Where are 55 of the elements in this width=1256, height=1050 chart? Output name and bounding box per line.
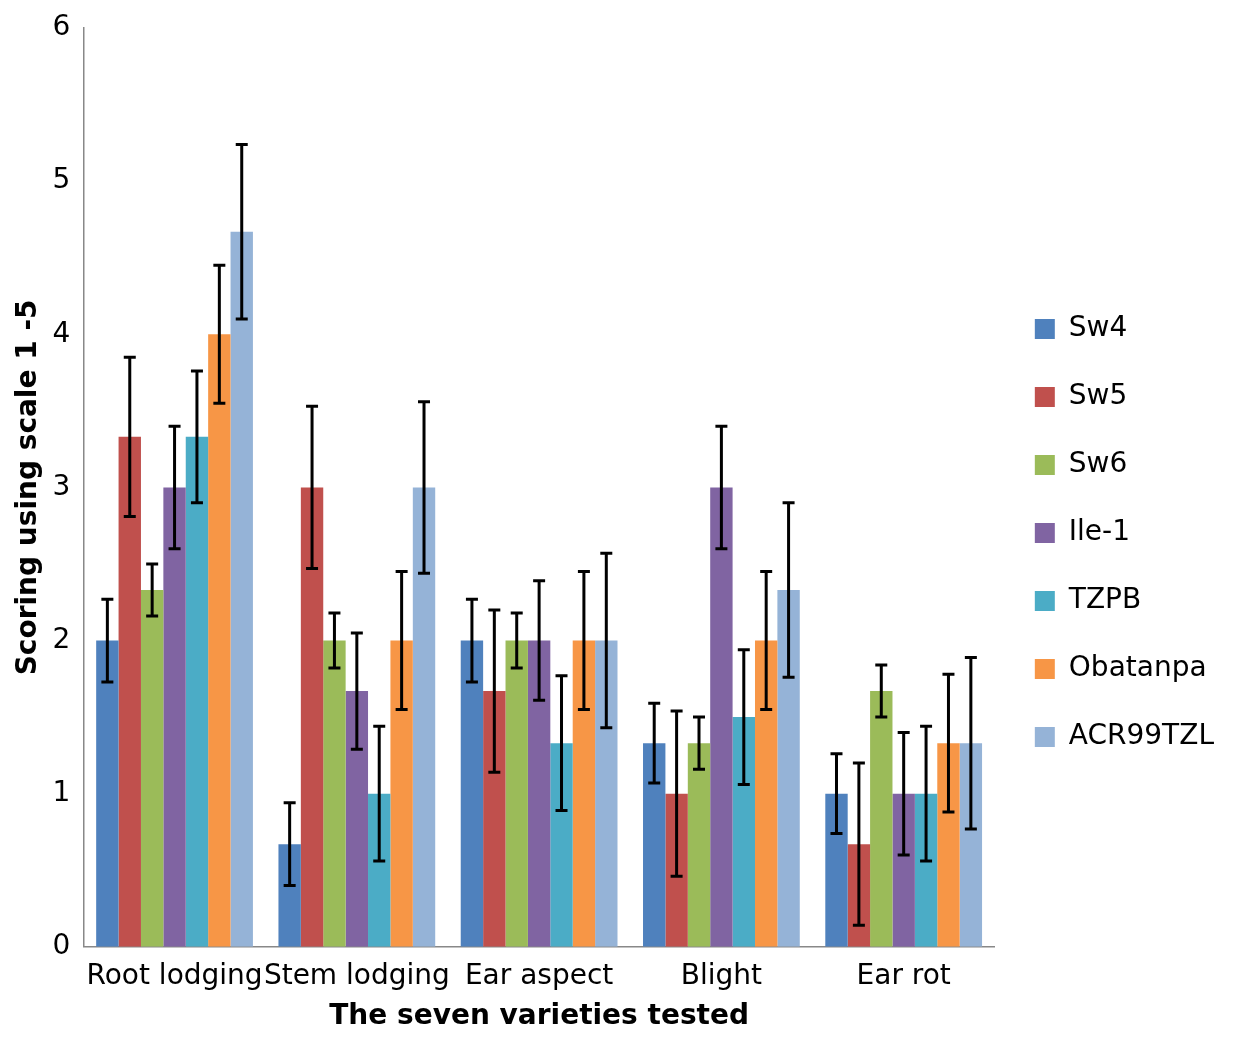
bar	[754, 640, 778, 947]
bar	[870, 691, 893, 947]
y-tick-label: 0	[52, 928, 71, 962]
bar	[460, 640, 484, 947]
bar	[777, 590, 800, 947]
bar	[163, 487, 186, 947]
bar	[505, 640, 528, 947]
bar	[665, 793, 688, 947]
bar	[550, 743, 573, 947]
bar	[483, 691, 506, 947]
legend-label: Sw4	[1068, 310, 1128, 344]
bar	[278, 844, 301, 947]
bar	[687, 743, 711, 947]
y-tick-label: 4	[52, 315, 71, 349]
bar	[208, 334, 231, 947]
legend-label: TZPB	[1067, 582, 1142, 616]
bar	[892, 793, 915, 947]
legend-label: Obatanpa	[1068, 650, 1207, 684]
bar	[323, 640, 346, 947]
bar	[140, 590, 164, 947]
bar	[368, 793, 391, 947]
x-tick-label: Root lodging	[86, 957, 263, 991]
y-tick-label: 5	[52, 162, 71, 196]
bar	[914, 793, 938, 947]
bar	[937, 743, 960, 947]
bar	[595, 640, 618, 947]
legend-label: Sw6	[1068, 446, 1128, 480]
legend-label: Sw5	[1068, 378, 1128, 412]
bar	[185, 436, 209, 947]
x-tick-label: Ear aspect	[464, 957, 614, 991]
bar	[710, 487, 733, 947]
bar	[412, 487, 436, 947]
bar	[96, 640, 119, 947]
y-tick-label: 6	[52, 9, 71, 43]
bar	[732, 717, 755, 947]
y-tick-label: 3	[52, 468, 71, 502]
x-tick-label: Blight	[680, 957, 763, 991]
x-axis-title: The seven varieties tested	[329, 998, 749, 1032]
legend-label: ACR99TZL	[1068, 718, 1215, 752]
bar	[527, 640, 551, 947]
x-tick-label: Stem lodging	[263, 957, 450, 991]
bar	[345, 691, 369, 947]
x-tick-label: Ear rot	[856, 957, 951, 991]
bar	[643, 743, 666, 947]
bar	[230, 231, 253, 947]
bar	[825, 793, 848, 947]
y-tick-label: 2	[52, 621, 71, 655]
bar	[390, 640, 413, 947]
bar	[118, 436, 141, 947]
bar	[959, 743, 983, 947]
y-axis-title: Scoring using scale 1 -5	[10, 299, 44, 676]
y-tick-label: 1	[52, 774, 71, 808]
bar	[300, 487, 324, 947]
bar	[572, 640, 596, 947]
legend-label: Ile-1	[1068, 514, 1131, 548]
